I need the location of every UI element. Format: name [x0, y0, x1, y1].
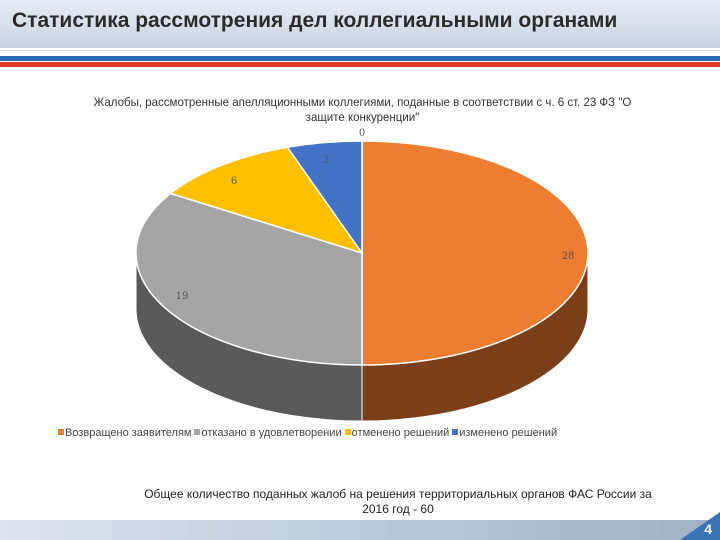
header-stripes — [0, 48, 720, 70]
legend-label: изменено решений — [459, 427, 558, 439]
slide-title: Статистика рассмотрения дел коллегиальны… — [12, 9, 618, 32]
header-band: Статистика рассмотрения дел коллегиальны… — [0, 0, 720, 48]
data-label: 19 — [176, 291, 189, 302]
legend-swatch — [344, 429, 351, 435]
legend-swatch — [452, 429, 459, 435]
legend-item: отказано в удовлетворении — [194, 427, 342, 439]
legend-item: изменено решений — [452, 427, 557, 439]
chart-legend: Возвращено заявителям отказано в удовлетв… — [58, 427, 678, 439]
pie-slice — [169, 146, 364, 255]
data-label: 6 — [231, 176, 237, 187]
legend-item: отменено решений — [344, 427, 450, 439]
legend-swatch — [58, 429, 64, 435]
legend-swatch — [194, 429, 201, 435]
legend-label: отменено решений — [351, 427, 450, 439]
legend-item: Возвращено заявителям — [58, 427, 191, 439]
data-label-zero: 0 — [359, 128, 365, 139]
pie-slice — [135, 192, 363, 366]
footer-band — [0, 520, 720, 540]
pie-slice — [361, 140, 589, 366]
data-label: 3 — [323, 155, 329, 166]
legend-label: Возвращено заявителям — [65, 427, 192, 439]
page-number: 4 — [704, 521, 712, 537]
pie-slice — [286, 140, 363, 256]
chart-title: Жалобы, рассмотренные апелляционными кол… — [93, 97, 632, 124]
legend-label: отказано в удовлетворении — [201, 427, 342, 439]
total-note: Общее количество поданных жалоб на решен… — [142, 486, 654, 519]
data-label: 28 — [562, 251, 575, 262]
